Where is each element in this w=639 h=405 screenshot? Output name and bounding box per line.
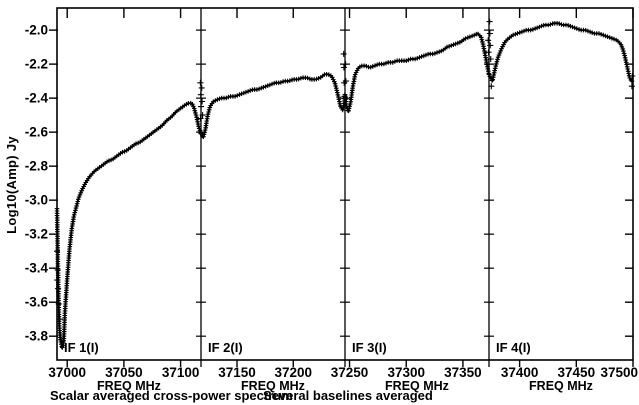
data-curve (56, 102, 202, 350)
x-axis-title: FREQ MHz (241, 379, 305, 393)
x-tick-label: 37150 (218, 365, 256, 380)
scatter-point-markers (486, 18, 636, 90)
y-axis-title: Log10(Amp) Jy (4, 136, 19, 234)
x-tick-label: 37500 (600, 365, 638, 380)
y-tick-label: -3.4 (25, 261, 49, 276)
x-tick-label: 37450 (558, 365, 596, 380)
panel-label: IF 3(I) (352, 340, 387, 355)
plot-caption-main: Scalar averaged cross-power spectrum (50, 388, 293, 403)
plot-caption-secondary: Several baselines averaged (263, 388, 433, 403)
x-tick-label: 37400 (501, 365, 539, 380)
y-tick-label: -3.6 (25, 295, 49, 310)
x-tick-label: 37350 (444, 365, 482, 380)
y-tick-label: -2.2 (25, 57, 48, 72)
scatter-point-markers (54, 79, 204, 323)
y-tick-label: -2.0 (25, 23, 48, 38)
y-tick-label: -2.8 (25, 159, 49, 174)
y-tick-label: -3.2 (25, 227, 48, 242)
panel-label: IF 2(I) (208, 340, 243, 355)
data-point-markers (54, 100, 204, 350)
y-tick-label: -3.8 (25, 329, 49, 344)
y-tick-label: -2.6 (25, 125, 49, 140)
data-point-markers (342, 31, 492, 114)
panel-label: IF 1(I) (64, 340, 99, 355)
x-tick-label: 37100 (162, 365, 200, 380)
data-point-markers (486, 21, 635, 84)
x-tick-label: 37000 (48, 365, 86, 380)
x-tick-label: 37050 (105, 365, 143, 380)
data-curve (488, 22, 633, 83)
x-axis-title: FREQ MHz (385, 379, 449, 393)
x-tick-label: 37250 (331, 365, 369, 380)
x-tick-label: 37300 (387, 365, 425, 380)
panel-label: IF 4(I) (496, 340, 531, 355)
x-axis-title: FREQ MHz (529, 379, 593, 393)
x-tick-label: 37200 (274, 365, 312, 380)
plot-generated-content: -2.0 -2.2 -2.4 -2.6 -2.8 -3.0 -3.2 -3.4 -3.6 -3.8… (25, 7, 638, 393)
y-tick-label: -3.0 (25, 193, 48, 208)
data-point-markers (198, 72, 348, 139)
scatter-point-markers (342, 37, 492, 102)
data-curve (344, 32, 490, 113)
x-axis-title: FREQ MHz (97, 379, 161, 393)
y-tick-label: -2.4 (25, 91, 49, 106)
